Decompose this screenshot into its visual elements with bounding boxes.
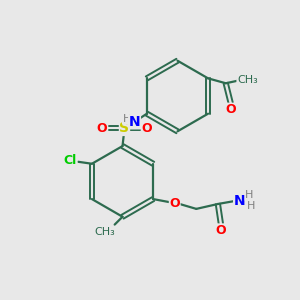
Text: N: N (234, 194, 245, 208)
Text: O: O (225, 103, 236, 116)
Text: O: O (215, 224, 226, 237)
Text: Cl: Cl (64, 154, 77, 167)
Text: CH₃: CH₃ (94, 227, 115, 237)
Text: O: O (142, 122, 152, 135)
Text: H: H (245, 190, 254, 200)
Text: N: N (129, 115, 140, 129)
Text: S: S (119, 122, 130, 135)
Text: CH₃: CH₃ (237, 75, 258, 85)
Text: O: O (169, 197, 180, 211)
Text: H: H (247, 201, 256, 211)
Text: O: O (97, 122, 107, 135)
Text: H: H (122, 114, 131, 124)
